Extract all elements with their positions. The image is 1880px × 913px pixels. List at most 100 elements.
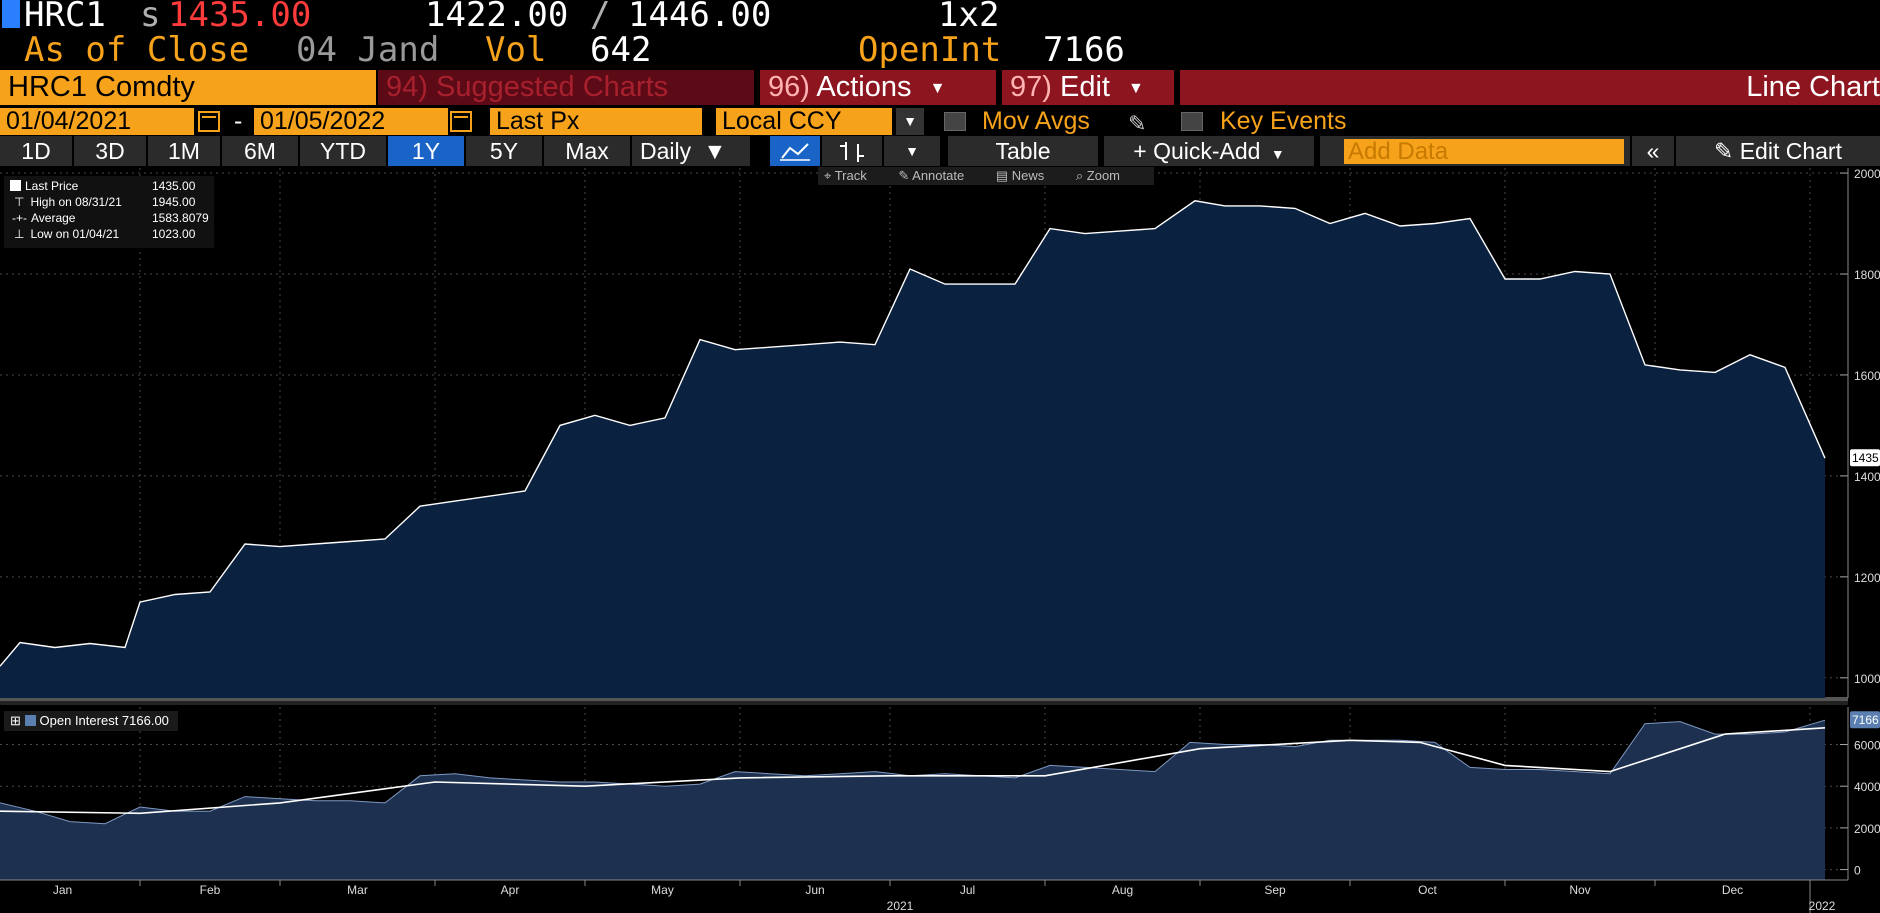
- plus-icon: +: [1133, 138, 1147, 164]
- table-button[interactable]: Table: [948, 136, 1098, 166]
- annotate-tool[interactable]: ✎ Annotate: [898, 168, 965, 183]
- range-ytd-button[interactable]: YTD: [300, 136, 386, 166]
- quick-add-button[interactable]: + Quick-Add ▼: [1104, 136, 1314, 166]
- bid-price: 1422.00: [425, 0, 569, 35]
- range-max-button[interactable]: Max: [544, 136, 630, 166]
- double-chevron-left-icon[interactable]: «: [1632, 136, 1674, 166]
- bar-chart-icon[interactable]: [822, 136, 882, 166]
- x-tick-label: Jul: [960, 883, 975, 897]
- calendar-icon[interactable]: [198, 111, 220, 132]
- edit-chart-label: Edit Chart: [1739, 138, 1842, 164]
- x-tick-label: Feb: [200, 883, 221, 897]
- volume-value: 642: [590, 30, 652, 70]
- line-chart-icon[interactable]: [770, 136, 820, 166]
- chevron-down-icon[interactable]: ▼: [884, 136, 940, 166]
- actions-number: 96): [768, 71, 810, 103]
- chart-type-label[interactable]: Line Chart: [1180, 70, 1880, 105]
- chart-tools-bar: ⌖ Track ✎ Annotate ▤ News ⌕ Zoom: [818, 167, 1155, 185]
- range-1y-button[interactable]: 1Y: [388, 136, 464, 166]
- actions-menu-button[interactable]: 96) Actions ▼: [760, 70, 996, 105]
- mov-avgs-checkbox[interactable]: [944, 112, 966, 131]
- actions-label: Actions: [816, 71, 912, 103]
- x-tick-label: Jun: [805, 883, 824, 897]
- y-tick-label: 2000: [1854, 167, 1880, 181]
- chevron-down-icon: ▼: [1270, 146, 1285, 162]
- legend-label: Last Price: [25, 179, 79, 193]
- series-area: [0, 200, 1825, 699]
- legend-average: -+- Average 1583.8079: [12, 211, 209, 225]
- edit-chart-button[interactable]: ✎ Edit Chart: [1676, 136, 1880, 166]
- key-events-label: Key Events: [1220, 107, 1347, 135]
- range-bar: 1D 3D 1M 6M YTD 1Y 5Y Max Daily ▼ ▼ Tabl…: [0, 136, 1880, 166]
- edit-menu-button[interactable]: 97) Edit ▼: [1002, 70, 1174, 105]
- periodicity-select[interactable]: Daily ▼: [632, 136, 750, 166]
- legend-value: 1023.00: [152, 227, 196, 241]
- last-value-label: 1435: [1852, 451, 1879, 465]
- legend-label: Average: [31, 211, 76, 225]
- settle-prefix: s: [140, 0, 161, 35]
- periodicity-label: Daily: [640, 138, 692, 164]
- range-1d-button[interactable]: 1D: [0, 136, 72, 166]
- legend-swatch: [10, 180, 21, 191]
- end-date-field[interactable]: 01/05/2022: [254, 108, 448, 135]
- last-value-label: 7166: [1852, 713, 1879, 727]
- last-value-tag: [1850, 449, 1880, 467]
- chevron-down-icon: ▼: [703, 138, 727, 164]
- legend-label: Low on 01/04/21: [30, 227, 120, 241]
- quote-header-line2: As of Close 04 Jand Vol 642 OpenInt 7166: [0, 33, 1125, 67]
- legend-last-price: Last Price 1435.00: [10, 178, 195, 194]
- annotate-label: Annotate: [912, 168, 965, 183]
- legend-label: Open Interest 7166.00: [39, 713, 169, 728]
- suggested-charts-button[interactable]: 94) Suggested Charts: [378, 70, 754, 105]
- y-tick-label: 6000: [1854, 739, 1880, 753]
- edit-number: 97): [1010, 71, 1052, 103]
- chevron-down-icon[interactable]: ▼: [896, 108, 924, 135]
- news-label: News: [1011, 168, 1045, 183]
- chevron-down-icon: ▼: [1128, 79, 1144, 97]
- asof-date: 04 Jand: [296, 30, 440, 70]
- chevron-down-icon: ▼: [929, 79, 946, 97]
- range-6m-button[interactable]: 6M: [222, 136, 298, 166]
- volume-label: Vol: [485, 30, 547, 70]
- range-1m-button[interactable]: 1M: [148, 136, 220, 166]
- bid-ask-size: 1x2: [938, 0, 1000, 35]
- x-tick-label: May: [651, 883, 674, 897]
- start-date-field[interactable]: 01/04/2021: [0, 108, 194, 135]
- y-tick-label: 1800: [1854, 268, 1880, 282]
- x-tick-label: Sep: [1264, 883, 1286, 897]
- pencil-icon[interactable]: ✎: [1128, 111, 1147, 136]
- panel-divider-shadow: [0, 701, 1848, 705]
- quote-header-line1: HRC1 s 1435.00 1422.00 / 1446.00 1x2: [0, 0, 999, 32]
- x-tick-label: Mar: [347, 883, 368, 897]
- y-tick-label: 2000: [1854, 822, 1880, 836]
- news-tool[interactable]: ▤ News: [995, 168, 1045, 183]
- suggested-charts-number: 94): [386, 71, 428, 103]
- key-events-checkbox[interactable]: [1181, 112, 1203, 131]
- currency-select[interactable]: Local CCY: [716, 108, 892, 135]
- x-tick-label: Jan: [53, 883, 72, 897]
- expand-icon: ⊞: [10, 713, 21, 728]
- x-tick-label: Dec: [1722, 883, 1743, 897]
- track-tool[interactable]: ⌖ Track: [824, 168, 867, 183]
- calendar-icon[interactable]: [450, 111, 472, 132]
- moving-average-line: [0, 727, 1826, 815]
- open-interest-legend[interactable]: ⊞ Open Interest 7166.00: [4, 711, 178, 731]
- last-value-tag: [1850, 711, 1880, 729]
- range-3d-button[interactable]: 3D: [74, 136, 146, 166]
- parameter-row: 01/04/2021 - 01/05/2022 Last Px Local CC…: [0, 107, 1880, 136]
- y-tick-label: 1600: [1854, 369, 1880, 383]
- price-field-select[interactable]: Last Px: [490, 108, 702, 135]
- y-tick-label: 4000: [1854, 780, 1880, 794]
- date-separator: -: [234, 107, 243, 135]
- y-tick-label: 1000: [1854, 672, 1880, 686]
- x-tick-label: Apr: [501, 883, 520, 897]
- security-field[interactable]: HRC1 Comdty: [0, 70, 376, 105]
- zoom-tool[interactable]: ⌕ Zoom: [1075, 168, 1121, 183]
- add-data-input[interactable]: Add Data: [1344, 139, 1624, 164]
- range-5y-button[interactable]: 5Y: [466, 136, 542, 166]
- ticker[interactable]: HRC1: [24, 0, 106, 35]
- mov-avgs-label: Mov Avgs: [982, 107, 1090, 135]
- panel-divider: [0, 697, 1848, 701]
- price-legend[interactable]: Last Price 1435.00 ⊤ High on 08/31/21 194…: [4, 176, 214, 248]
